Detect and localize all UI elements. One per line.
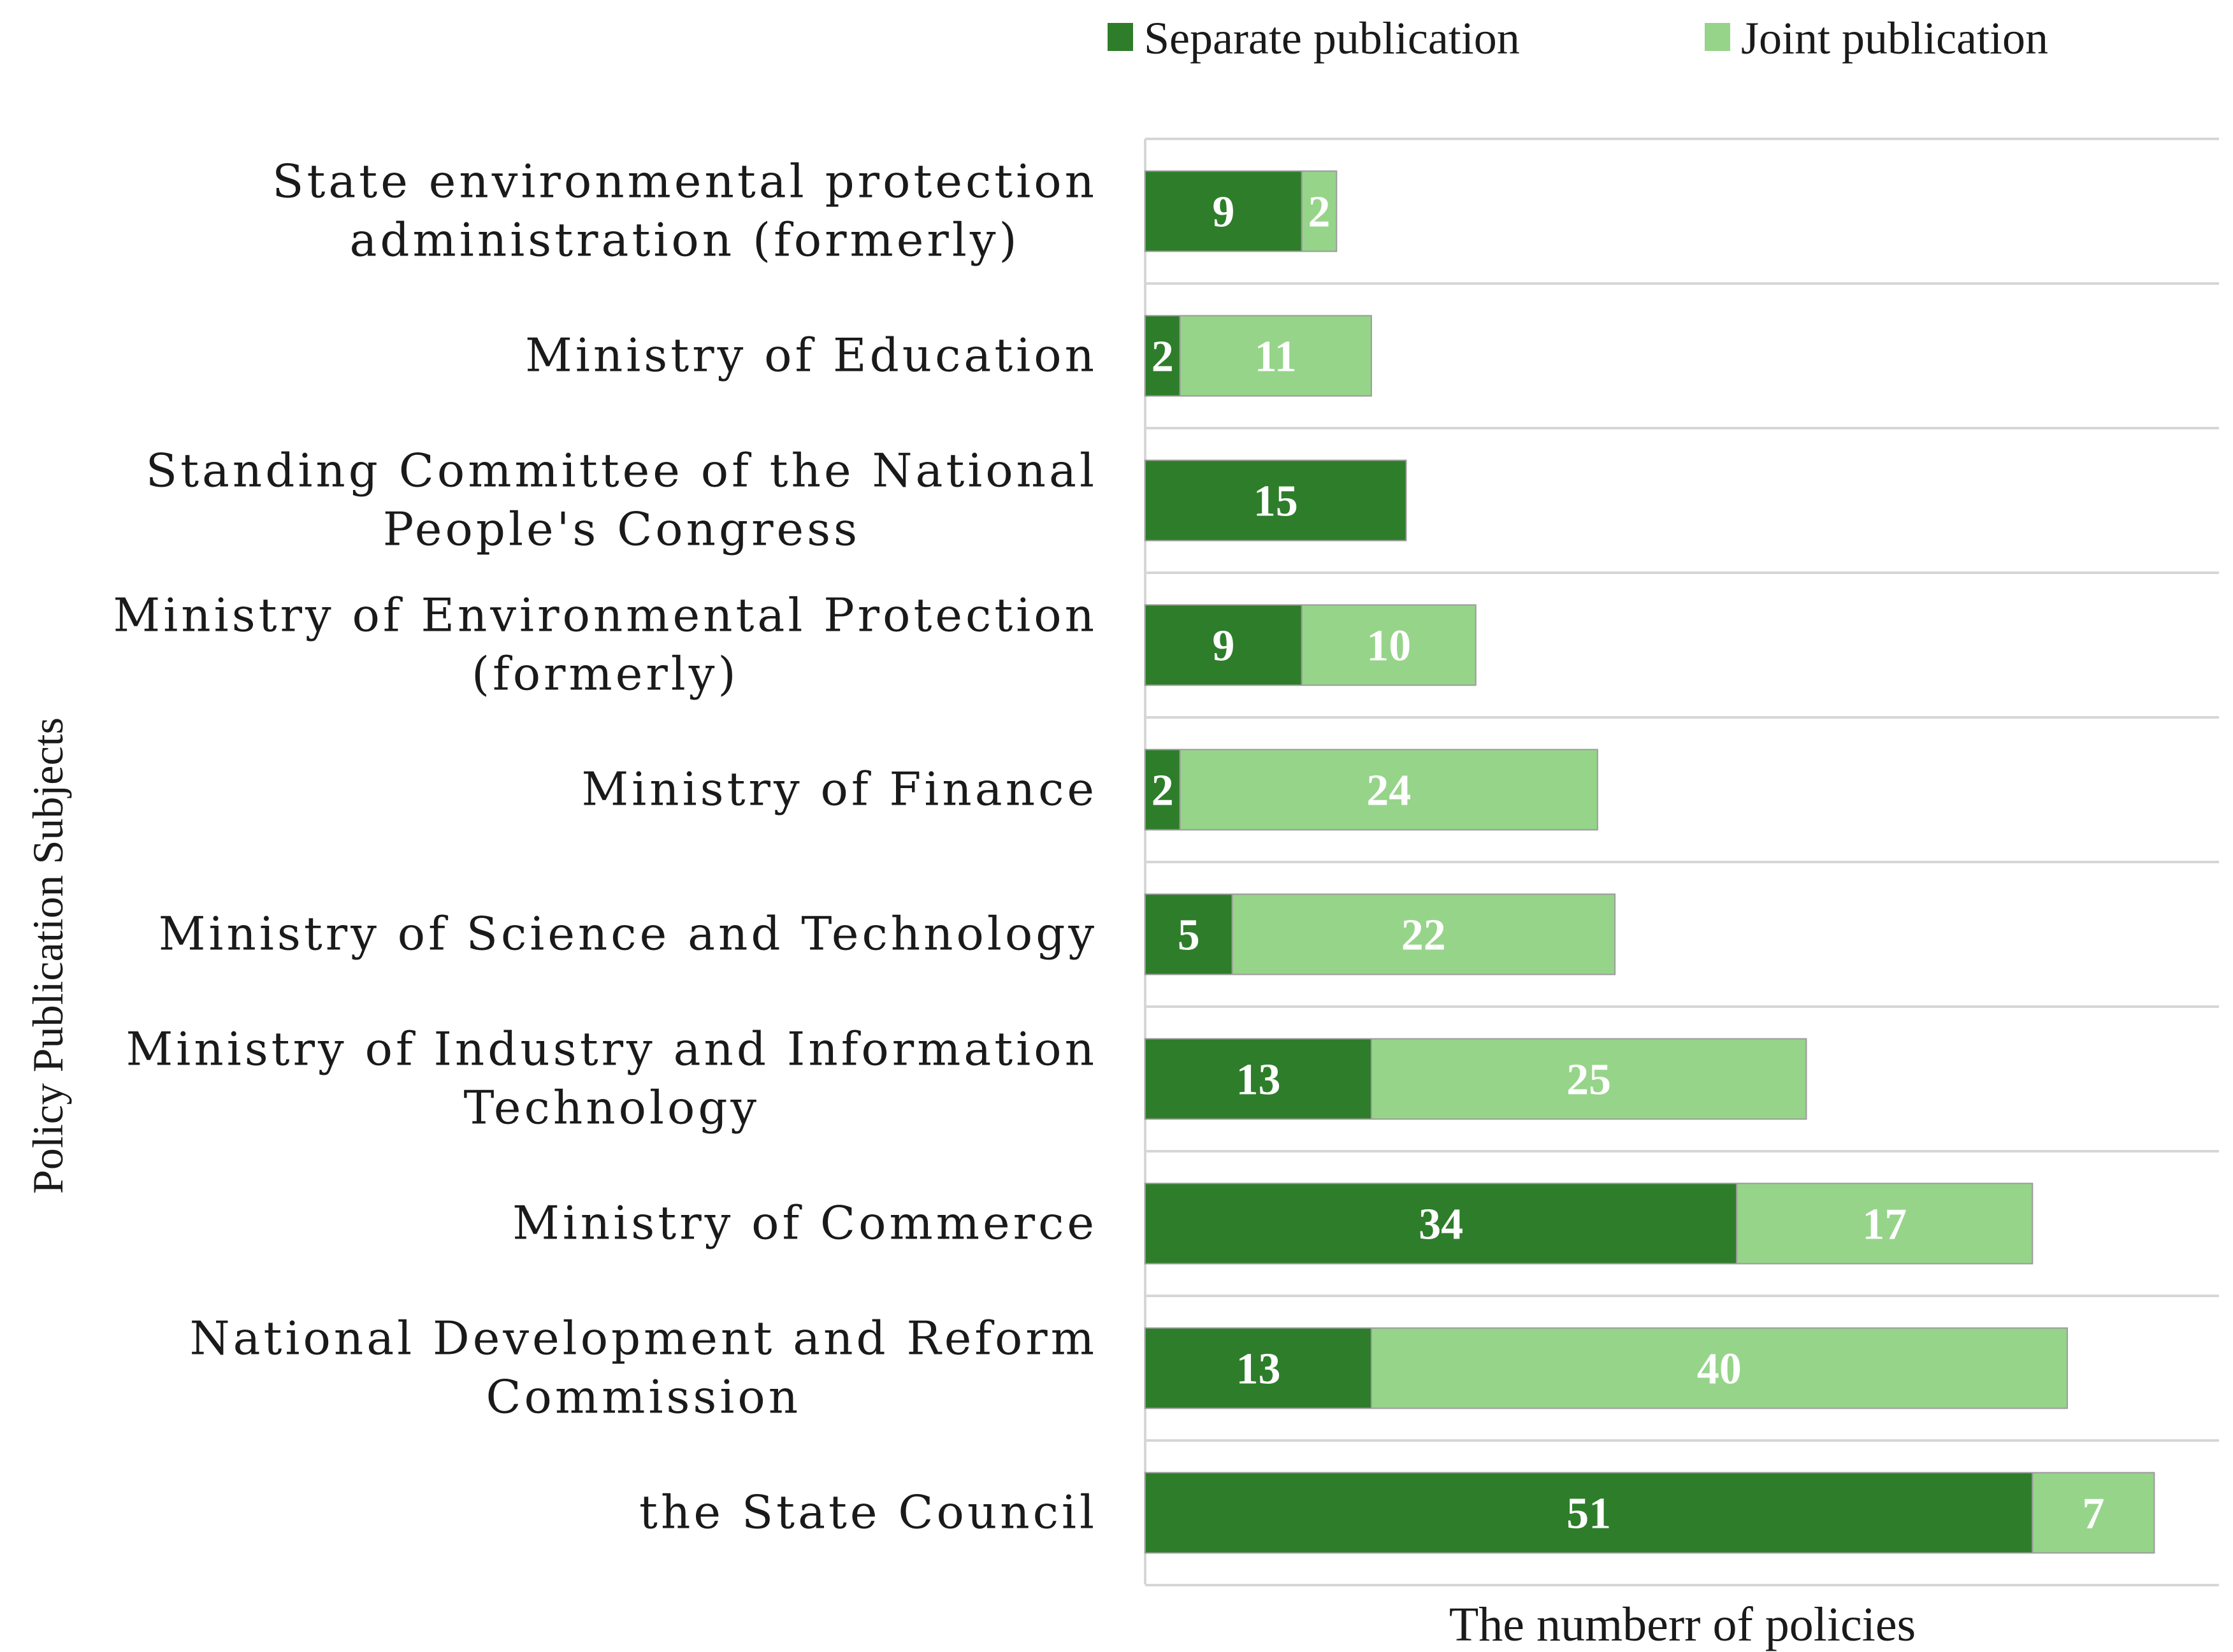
- gridlines: [1145, 138, 2219, 1586]
- category-label-7-line-0: Ministry of Commerce: [512, 1196, 1097, 1250]
- category-label-4-line-0: Ministry of Finance: [582, 763, 1097, 816]
- category-label-6-line-0: Ministry of Industry and Information: [126, 1023, 1097, 1076]
- bar-label-separate-0: 9: [1212, 188, 1234, 237]
- bar-separate-2: [1145, 459, 1407, 542]
- bar-joint-4: [1179, 749, 1598, 831]
- bar-label-joint-7: 17: [1862, 1200, 1907, 1249]
- category-label-1-line-0: Ministry of Education: [525, 329, 1097, 382]
- bar-separate-5: [1145, 893, 1233, 975]
- y-axis-title: Policy Publication Subjects: [24, 717, 72, 1194]
- bar-label-separate-6: 13: [1236, 1056, 1280, 1105]
- category-label-2-line-0: Standing Committee of the National: [146, 444, 1097, 498]
- bar-label-joint-3: 10: [1366, 622, 1411, 671]
- bar-label-joint-0: 2: [1308, 188, 1331, 237]
- category-label-5-line-0: Ministry of Science and Technology: [159, 907, 1097, 961]
- bar-label-separate-7: 34: [1419, 1200, 1463, 1249]
- bar-label-separate-3: 9: [1212, 622, 1234, 671]
- category-label-3-line-0: Ministry of Environmental Protection: [113, 589, 1097, 642]
- category-label-0-line-1: administration (formerly): [350, 213, 1020, 267]
- bar-separate-7: [1145, 1182, 1738, 1265]
- bar-joint-7: [1736, 1182, 2034, 1265]
- category-label-3-line-1: (formerly): [472, 647, 739, 701]
- bar-label-joint-4: 24: [1366, 766, 1411, 815]
- bar-joint-8: [1370, 1327, 2068, 1409]
- bar-joint-3: [1301, 604, 1477, 686]
- bar-joint-0: [1301, 170, 1338, 252]
- legend-label-joint: Joint publication: [1741, 13, 2048, 64]
- bar-joint-5: [1231, 893, 1616, 975]
- category-label-9-line-0: the State Council: [639, 1486, 1097, 1539]
- bar-separate-1: [1145, 315, 1181, 397]
- category-label-0-line-0: State environmental protection: [272, 155, 1097, 208]
- bar-label-separate-2: 15: [1254, 477, 1298, 526]
- legend: Separate publication Joint publication: [1108, 13, 2048, 64]
- category-label-6-line-1: Technology: [463, 1081, 760, 1135]
- bars: [1145, 170, 2155, 1554]
- category-label-8-line-1: Commission: [486, 1370, 801, 1424]
- bar-label-separate-5: 5: [1178, 911, 1200, 960]
- bar-joint-1: [1179, 315, 1372, 397]
- bar-separate-9: [1145, 1472, 2034, 1554]
- bar-label-joint-8: 40: [1697, 1345, 1742, 1394]
- bar-label-joint-5: 22: [1401, 911, 1446, 960]
- category-label-2-line-1: People's Congress: [383, 503, 860, 556]
- bar-label-joint-1: 11: [1255, 333, 1297, 382]
- bar-separate-8: [1145, 1327, 1372, 1409]
- bar-label-separate-1: 2: [1152, 333, 1174, 382]
- legend-swatch-separate: [1108, 23, 1133, 51]
- bar-label-joint-6: 25: [1566, 1056, 1611, 1105]
- bar-separate-6: [1145, 1038, 1372, 1120]
- bar-joint-9: [2032, 1472, 2155, 1554]
- bar-separate-3: [1145, 604, 1303, 686]
- category-labels: State environmental protectionadministra…: [113, 155, 1097, 1539]
- x-axis-title: The numberr of policies: [1449, 1598, 1916, 1651]
- legend-swatch-joint: [1705, 23, 1730, 51]
- bar-label-separate-8: 13: [1236, 1345, 1280, 1394]
- bar-label-joint-9: 7: [2082, 1490, 2104, 1539]
- bar-joint-6: [1370, 1038, 1807, 1120]
- legend-label-separate: Separate publication: [1144, 13, 1520, 64]
- bar-separate-0: [1145, 170, 1303, 252]
- category-label-8-line-0: National Development and Reform: [190, 1312, 1097, 1365]
- bar-label-separate-4: 2: [1152, 766, 1174, 815]
- bar-label-separate-9: 51: [1566, 1490, 1611, 1539]
